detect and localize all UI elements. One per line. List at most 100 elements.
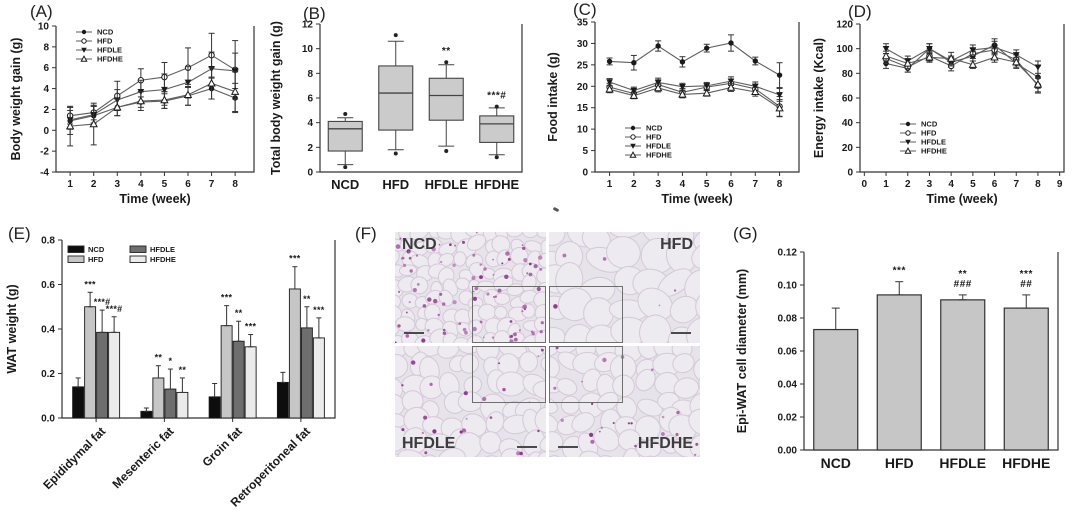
svg-text:WAT weight (g): WAT weight (g) — [5, 284, 19, 373]
svg-text:HFDLE: HFDLE — [646, 142, 671, 151]
svg-text:0: 0 — [582, 168, 588, 179]
svg-text:HFDLE: HFDLE — [97, 46, 122, 55]
svg-text:***: *** — [221, 293, 233, 303]
svg-text:4: 4 — [138, 179, 144, 190]
svg-text:-2: -2 — [40, 147, 49, 158]
svg-text:5: 5 — [704, 179, 710, 190]
svg-text:30: 30 — [577, 39, 589, 50]
svg-text:**: ** — [958, 269, 967, 280]
chart-svg: -4 -2 0 2 4 6 8 10 Body weight gain (g) 1 2 3 4 5 6 7 8 T… — [9, 22, 255, 206]
svg-text:HFDHE: HFDHE — [474, 177, 519, 192]
histology-tile-hfdhe: HFDHE — [549, 346, 700, 457]
svg-text:0: 0 — [847, 168, 853, 179]
svg-text:20: 20 — [842, 143, 854, 154]
svg-text:2: 2 — [91, 179, 97, 190]
histology-tile-ncd: NCD — [395, 232, 546, 343]
chart-svg: 0.00 0.02 0.04 0.06 0.08 0.10 0.12 Epi-WAT cell… — [735, 248, 1059, 471]
svg-text:HFDLE: HFDLE — [150, 245, 175, 254]
svg-text:NCD: NCD — [331, 177, 359, 192]
svg-text:0.4: 0.4 — [41, 325, 55, 336]
svg-text:5: 5 — [162, 179, 168, 190]
inset-box — [549, 286, 623, 343]
svg-text:NCD: NCD — [97, 28, 114, 37]
svg-text:HFDLE: HFDLE — [939, 455, 986, 471]
panel-c-label: (C) — [573, 0, 597, 19]
svg-text:HFD: HFD — [646, 133, 662, 142]
svg-text:7: 7 — [209, 179, 215, 190]
svg-text:**: ** — [155, 353, 163, 363]
svg-text:5: 5 — [970, 179, 976, 190]
svg-text:8: 8 — [777, 179, 783, 190]
svg-text:Groin fat: Groin fat — [199, 424, 244, 469]
svg-text:3: 3 — [927, 179, 933, 190]
svg-text:NCD: NCD — [88, 245, 105, 254]
svg-text:***: *** — [313, 305, 325, 315]
svg-text:Time (week): Time (week) — [119, 192, 190, 206]
svg-text:80: 80 — [842, 69, 854, 80]
svg-text:Food intake (g): Food intake (g) — [546, 52, 560, 142]
panel-g-label: (G) — [733, 224, 758, 243]
tissue-label: HFDHE — [637, 435, 693, 452]
svg-text:HFD: HFD — [921, 129, 937, 138]
svg-text:Mesenteric fat: Mesenteric fat — [110, 424, 177, 491]
panel-e: (E) 0.0 0.2 0.4 0.6 0.8 WAT weight (g) Epididy… — [2, 222, 347, 513]
svg-text:0.06: 0.06 — [778, 347, 798, 358]
svg-text:0: 0 — [307, 168, 313, 179]
svg-text:HFDHE: HFDHE — [921, 147, 947, 156]
svg-text:8: 8 — [1035, 179, 1041, 190]
panel-c: (C) 0 5 10 15 20 25 30 35 Food intake (g) 1 2 3 4 5 6 7… — [545, 0, 813, 212]
svg-text:4: 4 — [948, 179, 954, 190]
svg-text:HFD: HFD — [885, 455, 914, 471]
svg-text:12: 12 — [302, 20, 314, 31]
scale-bar — [671, 331, 691, 334]
panel-a: (A) -4 -2 0 2 4 6 8 10 Body weight gain (g) 1 2 3 4 5… — [8, 2, 266, 212]
svg-text:***#: ***# — [106, 304, 123, 314]
svg-text:**: ** — [442, 46, 451, 57]
svg-text:Epi-WAT cell diameter (mm): Epi-WAT cell diameter (mm) — [735, 269, 749, 433]
svg-text:0: 0 — [862, 179, 868, 190]
svg-text:-4: -4 — [40, 168, 49, 179]
svg-text:***: *** — [289, 254, 301, 264]
svg-text:HFD: HFD — [97, 37, 113, 46]
svg-text:**: ** — [179, 365, 187, 375]
svg-text:8: 8 — [43, 42, 49, 53]
svg-text:HFDHE: HFDHE — [150, 255, 176, 264]
svg-text:*: * — [168, 356, 172, 366]
svg-text:HFDLE: HFDLE — [425, 177, 469, 192]
svg-text:0.10: 0.10 — [778, 281, 798, 292]
svg-text:HFDHE: HFDHE — [646, 151, 672, 160]
svg-text:Body weight gain (g): Body weight gain (g) — [9, 38, 23, 161]
svg-text:0.0: 0.0 — [41, 414, 55, 425]
scale-bar — [404, 331, 424, 334]
svg-text:HFD: HFD — [382, 177, 409, 192]
panel-a-label: (A) — [30, 2, 53, 21]
svg-text:###: ### — [954, 279, 972, 290]
svg-text:10: 10 — [302, 44, 314, 55]
svg-text:**: ** — [235, 308, 243, 318]
svg-text:0.6: 0.6 — [41, 280, 55, 291]
histology-tile-hfdle: HFDLE — [395, 346, 546, 457]
scale-bar — [517, 445, 537, 448]
svg-text:3: 3 — [115, 179, 121, 190]
panel-e-label: (E) — [8, 224, 31, 243]
panel-d-label: (D) — [848, 2, 872, 21]
tissue-image-hfdhe — [549, 346, 700, 457]
svg-text:HFD: HFD — [88, 255, 104, 264]
tissue-image-hfdle — [395, 346, 546, 457]
inset-box — [472, 286, 546, 343]
tissue-label: HFDLE — [402, 435, 456, 452]
svg-text:NCD: NCD — [821, 455, 851, 471]
panel-e-chart: 0.0 0.2 0.4 0.6 0.8 WAT weight (g) Epididymal … — [2, 222, 347, 513]
svg-text:9: 9 — [1057, 179, 1063, 190]
inset-box — [549, 346, 623, 403]
panel-b-label: (B) — [303, 4, 326, 23]
svg-text:Time (week): Time (week) — [661, 192, 732, 206]
svg-text:2: 2 — [307, 143, 313, 154]
svg-text:2: 2 — [905, 179, 911, 190]
svg-text:***: *** — [245, 322, 257, 332]
svg-text:***#: ***# — [487, 91, 506, 102]
svg-text:100: 100 — [836, 44, 853, 55]
panel-f: (F) NCD HFD HFDLE HFDHE — [350, 222, 722, 484]
svg-text:6: 6 — [43, 63, 49, 74]
